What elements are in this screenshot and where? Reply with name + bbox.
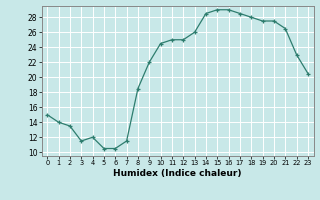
X-axis label: Humidex (Indice chaleur): Humidex (Indice chaleur) (113, 169, 242, 178)
